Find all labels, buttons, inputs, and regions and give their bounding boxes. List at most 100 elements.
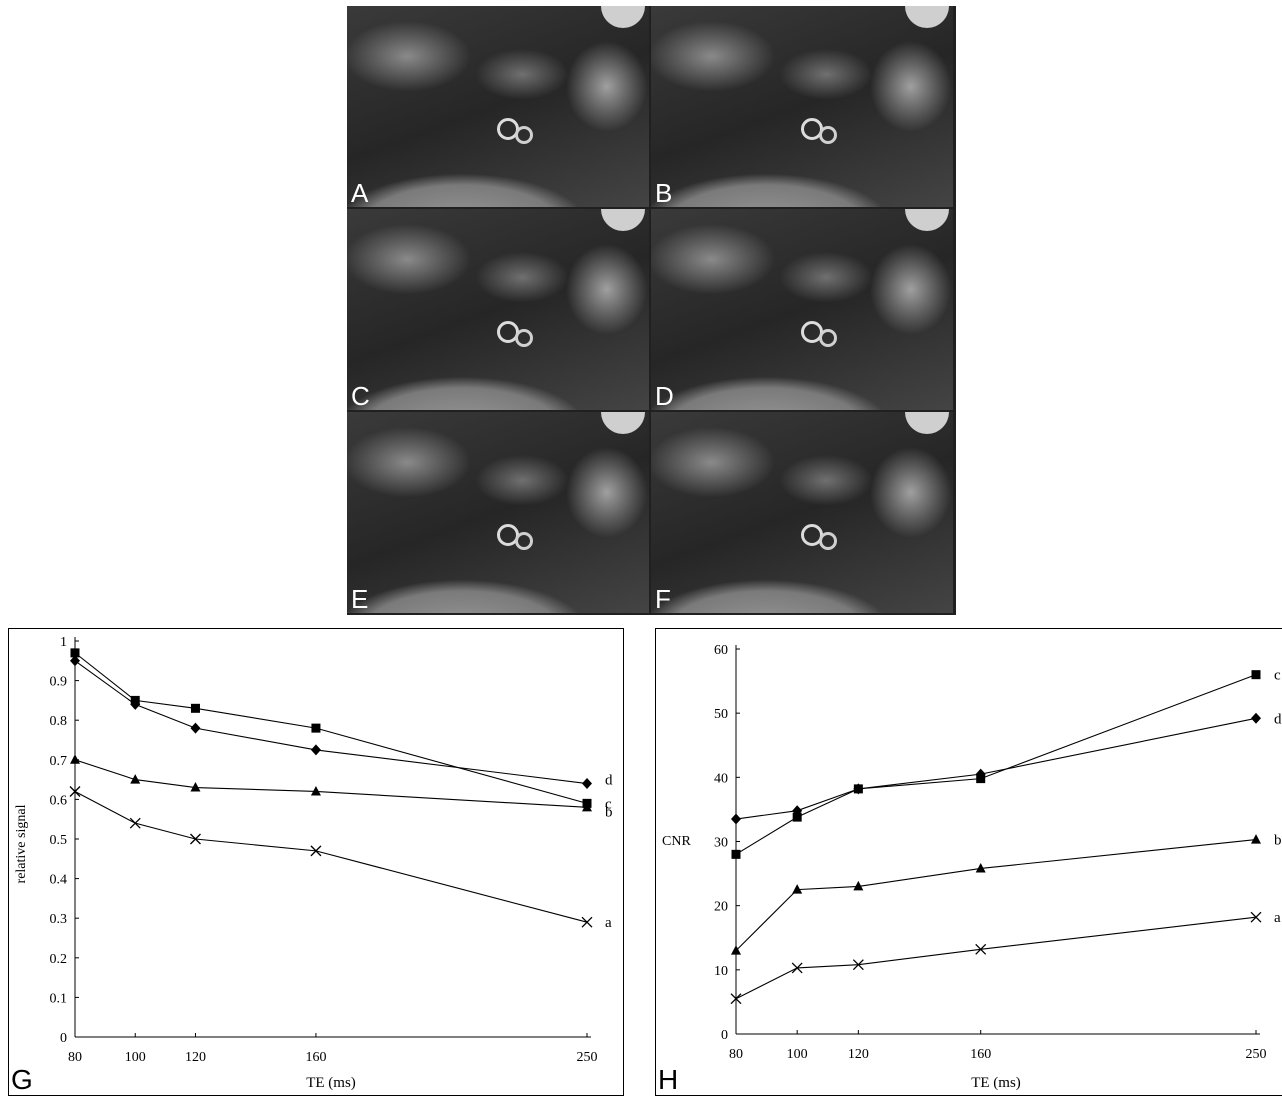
mr-image — [347, 6, 649, 207]
diamond-marker — [731, 813, 741, 825]
x-tick-label: 120 — [185, 1050, 206, 1065]
chart-h-frame: 0 10 20 30 40 50 60 80 100 120 160 250 a b c d TE (ms) CN… — [655, 628, 1282, 1096]
x-marker — [310, 845, 322, 857]
diamond-marker — [792, 805, 803, 817]
series-label-d: d — [1274, 711, 1282, 727]
y-tick-label: 50 — [714, 707, 728, 722]
panel-letter: H — [658, 1064, 678, 1095]
x-marker — [129, 817, 141, 829]
x-tick-label: 100 — [787, 1047, 808, 1062]
y-tick-label: 20 — [714, 900, 728, 915]
phantom-marker — [905, 412, 949, 434]
series-label-c: c — [1274, 668, 1281, 684]
triangle-marker — [310, 785, 321, 796]
series-line-b — [735, 839, 1257, 951]
y-tick-label: 0.7 — [50, 754, 68, 769]
x-tick-label: 80 — [68, 1050, 82, 1065]
series-label-a: a — [605, 915, 612, 931]
diamond-marker — [310, 744, 321, 756]
square-marker — [1251, 670, 1261, 680]
mr-image-grid: A B C D E F — [347, 6, 956, 615]
square-marker — [792, 812, 802, 822]
triangle-marker — [1251, 834, 1261, 844]
x-marker — [730, 993, 742, 1005]
mr-image — [651, 412, 953, 613]
triangle-marker — [190, 782, 201, 792]
x-tick-label: 160 — [305, 1050, 326, 1065]
triangle-marker — [731, 945, 741, 955]
x-marker — [69, 786, 81, 797]
mr-image-panel-f: F — [651, 412, 953, 613]
series-line-a — [735, 916, 1257, 1000]
x-marker — [1250, 911, 1262, 923]
phantom-marker — [905, 6, 949, 28]
diamond-marker — [975, 768, 986, 780]
y-tick-label: 1 — [60, 635, 67, 650]
x-tick-label: 120 — [848, 1047, 869, 1062]
triangle-marker — [130, 774, 141, 784]
diamond-marker — [190, 722, 201, 734]
y-tick-label: 10 — [714, 964, 728, 979]
square-marker — [190, 703, 200, 713]
x-marker — [852, 959, 864, 971]
panel-label: C — [351, 381, 370, 410]
panel-label: E — [351, 584, 369, 613]
chart-h: 0 10 20 30 40 50 60 80 100 120 160 250 a b c d TE (ms) CN… — [658, 643, 1282, 1095]
y-axis-label: relative signal — [14, 804, 29, 883]
y-tick-label: 30 — [714, 836, 728, 851]
y-tick-label: 0.5 — [50, 833, 68, 848]
y-tick-label: 0.3 — [50, 912, 68, 927]
x-axis-label: TE (ms) — [971, 1075, 1021, 1091]
series-label-d: d — [605, 773, 613, 789]
x-axis-label: TE (ms) — [306, 1075, 356, 1091]
y-tick-label: 0 — [721, 1028, 728, 1043]
mr-image-panel-a: A — [347, 6, 649, 207]
square-marker — [582, 798, 592, 808]
x-tick-label: 80 — [729, 1047, 743, 1062]
series-line-d — [74, 660, 588, 785]
panel-label: D — [655, 381, 674, 410]
y-tick-label: 0.1 — [50, 991, 68, 1006]
mr-image-panel-d: D — [651, 209, 953, 410]
panel-letter: G — [11, 1064, 33, 1095]
panel-label: A — [351, 178, 369, 207]
square-marker — [311, 723, 321, 733]
diamond-marker — [70, 655, 80, 667]
y-tick-label: 0.6 — [50, 793, 68, 808]
series-line-b — [74, 759, 588, 808]
series-line-c — [74, 652, 588, 804]
diamond-marker — [130, 698, 141, 710]
phantom-marker — [601, 6, 645, 28]
series-label-a: a — [1274, 910, 1281, 926]
series-line-a — [74, 790, 588, 923]
y-tick-label: 60 — [714, 643, 728, 658]
series-label-b: b — [1274, 833, 1282, 849]
x-marker — [190, 833, 201, 845]
mr-image — [651, 6, 953, 207]
x-tick-label: 250 — [577, 1050, 598, 1065]
mr-image-panel-b: B — [651, 6, 953, 207]
chart-g-frame: 0 0.1 0.2 0.3 0.4 0.5 0.6 0.7 0.8 0.9 1 80 100 120 160… — [8, 628, 624, 1096]
series-label-b: b — [605, 804, 613, 820]
x-tick-label: 250 — [1246, 1047, 1267, 1062]
series-line-d — [735, 717, 1257, 820]
y-tick-label: 0.8 — [50, 714, 68, 729]
diamond-marker — [582, 778, 592, 790]
structure-highlight — [819, 532, 837, 550]
structure-highlight — [819, 126, 837, 144]
x-marker — [975, 943, 987, 955]
structure-highlight — [515, 329, 533, 347]
panel-label: F — [655, 584, 671, 613]
mr-image — [347, 412, 649, 613]
series-line-c — [735, 674, 1257, 855]
square-marker — [731, 849, 741, 859]
y-tick-label: 0.2 — [50, 952, 68, 967]
mr-image — [347, 209, 649, 410]
mr-image — [651, 209, 953, 410]
diamond-marker — [853, 783, 864, 795]
x-tick-label: 100 — [125, 1050, 146, 1065]
mr-image-panel-c: C — [347, 209, 649, 410]
mr-image-panel-e: E — [347, 412, 649, 613]
y-tick-label: 0.4 — [50, 873, 68, 888]
x-marker — [791, 962, 803, 974]
